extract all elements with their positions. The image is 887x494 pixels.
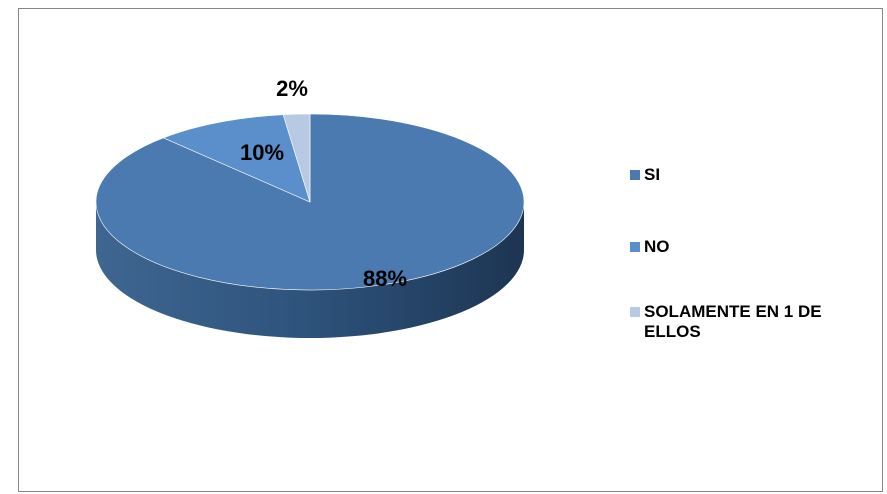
legend-swatch-solamente — [630, 307, 640, 317]
data-label-si: 88% — [363, 266, 407, 291]
legend-swatch-si — [630, 170, 640, 180]
legend-label-solamente: SOLAMENTE EN 1 DE ELLOS — [644, 302, 822, 341]
legend-item-solamente: SOLAMENTE EN 1 DE ELLOS — [630, 302, 874, 342]
legend-swatch-no — [630, 242, 640, 252]
legend-label-no: NO — [644, 237, 670, 256]
pie-slice-solamente — [282, 113, 311, 203]
pie-slice-no — [162, 114, 311, 203]
pie-side-wall — [96, 202, 524, 338]
legend-item-no: NO — [630, 237, 874, 257]
data-label-no: 10% — [240, 140, 284, 165]
legend-label-si: SI — [644, 165, 661, 184]
pie-top — [95, 113, 525, 291]
legend-item-si: SI — [630, 165, 874, 185]
pie-side — [96, 202, 524, 338]
data-label-solamente: 2% — [276, 76, 308, 101]
pie-labels: 88% 10% 2% — [240, 76, 407, 291]
